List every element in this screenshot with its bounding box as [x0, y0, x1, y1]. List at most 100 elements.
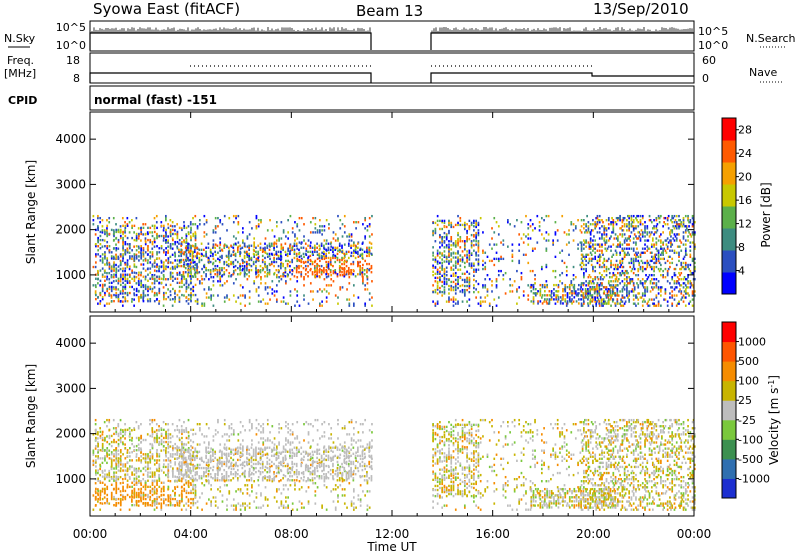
range-cell — [158, 289, 161, 293]
range-cell — [450, 298, 453, 301]
range-cell — [246, 250, 248, 254]
range-cell — [488, 259, 491, 263]
range-cell — [312, 298, 314, 301]
range-cell — [525, 235, 527, 238]
range-cell — [445, 278, 448, 281]
range-cell — [655, 247, 658, 250]
range-cell — [140, 271, 143, 274]
range-cell — [164, 423, 167, 426]
range-cell — [589, 241, 592, 244]
range-cell — [294, 239, 296, 242]
range-cell — [682, 216, 685, 220]
range-cell — [252, 260, 255, 264]
range-cell — [155, 451, 158, 454]
range-cell — [187, 283, 190, 287]
range-cell — [298, 258, 300, 262]
range-cell — [266, 302, 269, 305]
range-cell — [641, 247, 644, 250]
range-cell — [689, 241, 692, 244]
range-cell — [129, 275, 131, 278]
range-cell — [108, 302, 111, 305]
range-cell — [648, 273, 651, 277]
range-cell — [99, 284, 102, 287]
range-cell — [174, 255, 177, 258]
range-cell — [619, 261, 621, 265]
range-cell — [575, 294, 578, 297]
range-cell — [248, 221, 251, 224]
range-cell — [452, 256, 455, 259]
range-cell — [119, 475, 122, 479]
range-cell — [264, 286, 267, 289]
range-cell — [559, 302, 562, 305]
range-cell — [119, 508, 122, 511]
range-cell — [679, 267, 681, 271]
range-cell — [364, 237, 367, 240]
range-cell — [628, 214, 631, 218]
range-cell — [662, 251, 664, 254]
range-cell — [115, 243, 117, 246]
range-cell — [662, 257, 664, 261]
range-cell — [214, 269, 217, 272]
range-cell — [660, 247, 662, 250]
range-cell — [332, 280, 335, 283]
range-cell — [473, 249, 475, 252]
range-cell — [666, 304, 669, 307]
range-cell — [293, 275, 296, 278]
range-cell — [185, 255, 188, 258]
range-cell — [650, 245, 653, 248]
range-cell — [577, 219, 579, 222]
range-cell — [687, 229, 689, 232]
range-cell — [178, 431, 181, 434]
range-cell — [352, 244, 355, 247]
range-cell — [557, 285, 560, 289]
range-cell — [284, 242, 287, 245]
range-cell — [357, 262, 359, 266]
range-cell — [473, 286, 475, 290]
range-cell — [282, 262, 284, 266]
range-cell — [311, 262, 314, 266]
range-cell — [176, 263, 179, 266]
range-cell — [461, 223, 464, 227]
range-cell — [522, 253, 525, 256]
range-cell — [187, 293, 190, 297]
range-cell — [124, 283, 127, 287]
range-cell — [573, 296, 576, 299]
range-cell — [529, 269, 532, 273]
range-cell — [187, 504, 190, 507]
range-cell — [165, 238, 167, 242]
range-cell — [280, 252, 282, 256]
range-cell — [644, 235, 646, 238]
range-cell — [666, 259, 669, 263]
range-cell — [239, 431, 242, 434]
range-cell — [131, 500, 133, 503]
range-cell — [627, 296, 629, 299]
range-cell — [158, 287, 161, 291]
range-cell — [644, 292, 646, 295]
range-cell — [244, 429, 246, 432]
range-cell — [216, 271, 219, 274]
range-cell — [135, 255, 138, 258]
freq-label-line1: Freq. — [7, 54, 34, 67]
range-cell — [155, 221, 158, 224]
range-cell — [477, 229, 480, 232]
range-cell — [223, 246, 226, 249]
range-cell — [243, 254, 246, 258]
range-cell — [203, 231, 206, 234]
range-cell — [323, 246, 325, 249]
range-cell — [531, 247, 534, 250]
range-cell — [691, 304, 694, 307]
range-cell — [228, 425, 231, 428]
range-cell — [110, 281, 113, 285]
range-cell — [185, 290, 188, 293]
range-cell — [443, 274, 446, 278]
range-cell — [655, 294, 658, 297]
range-cell — [184, 250, 187, 254]
range-cell — [243, 242, 246, 245]
range-cell — [646, 290, 649, 293]
range-cell — [280, 250, 282, 254]
range-cell — [180, 242, 183, 245]
range-cell — [601, 237, 603, 240]
range-cell — [128, 427, 131, 430]
range-cell — [260, 276, 262, 279]
